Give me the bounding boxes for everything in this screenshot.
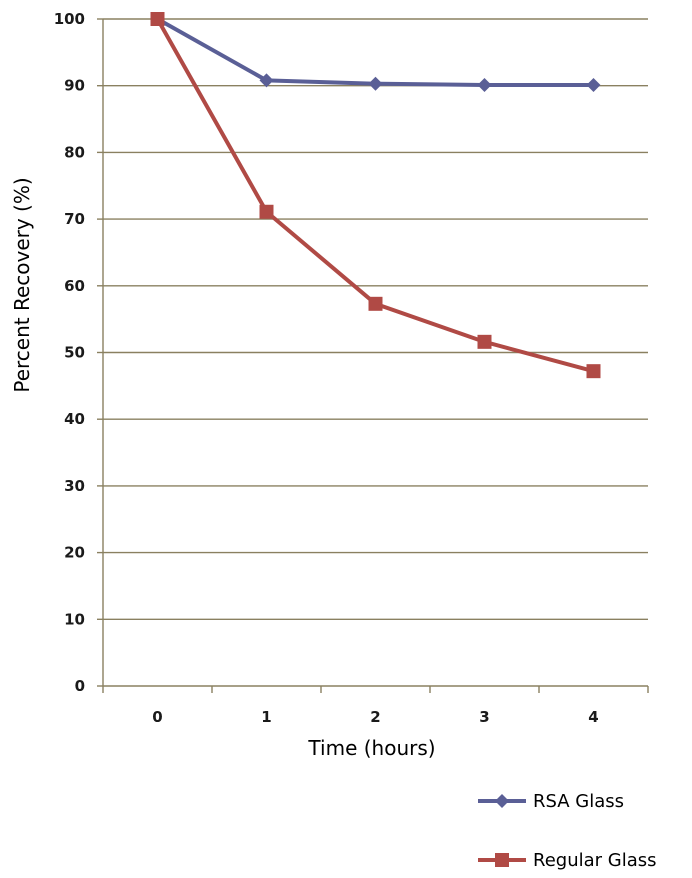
- y-tick-label-50: 50: [64, 344, 85, 362]
- y-tick-label-0: 0: [75, 677, 85, 695]
- y-tick-label-30: 30: [64, 477, 85, 495]
- x-axis-title: Time (hours): [307, 736, 435, 760]
- data-point-regular-glass-0: [150, 12, 165, 26]
- y-tick-label-20: 20: [64, 544, 85, 562]
- legend-item-regular-glass: Regular Glass: [478, 850, 657, 871]
- series-line-regular-glass: [155, 17, 596, 374]
- y-tick-label-100: 100: [54, 10, 85, 28]
- data-point-rsa-glass-2: [368, 76, 383, 91]
- y-tick-label-70: 70: [64, 210, 85, 228]
- x-tick-label-3: 3: [479, 708, 489, 726]
- gridlines: [103, 18, 648, 620]
- y-tick-label-10: 10: [64, 610, 85, 628]
- legend-swatch-marker-regular-glass: [495, 853, 509, 867]
- axis-labels: Time (hours) Percent Recovery (%) 010203…: [10, 10, 599, 760]
- data-point-rsa-glass-3: [477, 78, 492, 93]
- x-tick-label-2: 2: [370, 708, 380, 726]
- series-line-rsa-glass: [155, 17, 596, 88]
- data-point-rsa-glass-4: [586, 78, 601, 93]
- data-point-regular-glass-2: [368, 296, 383, 311]
- data-markers: [150, 12, 601, 379]
- data-point-regular-glass-3: [477, 334, 492, 349]
- data-point-regular-glass-1: [259, 204, 274, 219]
- y-axis-title: Percent Recovery (%): [10, 177, 34, 392]
- y-tick-label-60: 60: [64, 277, 85, 295]
- x-tick-label-4: 4: [588, 708, 598, 726]
- data-point-regular-glass-4: [586, 364, 601, 379]
- data-point-rsa-glass-1: [259, 73, 274, 88]
- axes: [97, 18, 649, 693]
- legend-label-regular-glass: Regular Glass: [533, 850, 657, 871]
- y-tick-label-80: 80: [64, 143, 85, 161]
- legend-swatch-marker-rsa-glass: [495, 794, 509, 808]
- legend-label-rsa-glass: RSA Glass: [533, 791, 624, 812]
- y-tick-label-90: 90: [64, 77, 85, 95]
- x-tick-label-0: 0: [152, 708, 162, 726]
- data-series: [155, 17, 596, 374]
- legend-item-rsa-glass: RSA Glass: [478, 791, 624, 812]
- y-tick-label-40: 40: [64, 410, 85, 428]
- legend: RSA Glass Regular Glass: [478, 791, 657, 871]
- x-tick-label-1: 1: [261, 708, 271, 726]
